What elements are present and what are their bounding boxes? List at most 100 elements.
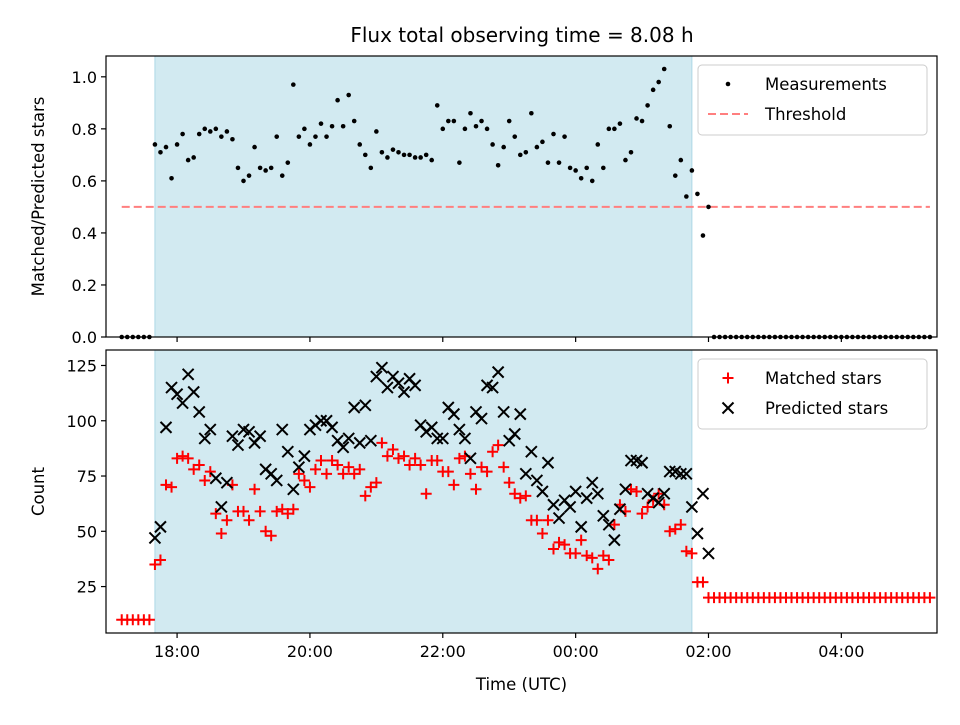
predicted-point bbox=[453, 423, 466, 436]
measurement-point bbox=[423, 152, 429, 158]
matched-point bbox=[481, 466, 493, 478]
observing-span bbox=[154, 349, 693, 634]
measurement-point bbox=[684, 194, 689, 199]
predicted-point bbox=[580, 491, 593, 505]
matched-point bbox=[260, 525, 272, 537]
matched-point bbox=[420, 488, 432, 500]
matched-point bbox=[592, 563, 604, 575]
measurement-point bbox=[429, 157, 435, 163]
measurement-point bbox=[219, 134, 224, 139]
matched-point bbox=[188, 463, 200, 475]
x-tick-label: 04:00 bbox=[818, 642, 864, 661]
legend-box bbox=[697, 358, 928, 430]
matched-point bbox=[470, 483, 482, 495]
measurement-point bbox=[650, 87, 656, 93]
axes-frame bbox=[105, 55, 938, 338]
measurement-point bbox=[285, 160, 291, 165]
matched-point bbox=[254, 505, 266, 517]
measurement-point bbox=[656, 79, 661, 85]
x-tick-label: 00:00 bbox=[553, 642, 599, 661]
measurement-point bbox=[562, 134, 567, 139]
matched-point bbox=[448, 479, 460, 491]
y-tick-label: 125 bbox=[66, 356, 97, 375]
observing-span bbox=[154, 55, 693, 338]
predicted-point bbox=[348, 401, 361, 414]
matched-point bbox=[199, 474, 211, 486]
measurement-point bbox=[589, 178, 595, 184]
matched-point bbox=[442, 466, 454, 478]
measurement-point bbox=[335, 97, 340, 103]
matched-point bbox=[404, 459, 416, 471]
matched-point bbox=[431, 455, 443, 467]
predicted-point bbox=[325, 421, 339, 434]
measurement-point bbox=[523, 149, 529, 155]
measurement-point bbox=[639, 118, 645, 124]
measurement-point bbox=[152, 142, 158, 147]
measurement-point bbox=[418, 155, 423, 160]
matched-point bbox=[359, 490, 371, 502]
matched-point bbox=[393, 452, 404, 464]
measurement-point bbox=[584, 165, 590, 171]
matched-point bbox=[154, 554, 166, 566]
legend-handle bbox=[722, 372, 734, 384]
matched-point bbox=[570, 547, 582, 559]
measurement-point bbox=[672, 173, 678, 178]
measurement-point bbox=[667, 123, 673, 129]
matched-point bbox=[309, 463, 321, 475]
measurement-point bbox=[279, 173, 285, 178]
measurement-point bbox=[230, 136, 235, 142]
predicted-point bbox=[464, 452, 477, 465]
measurement-point bbox=[196, 131, 202, 137]
matched-point bbox=[326, 455, 338, 467]
measurement-point bbox=[158, 149, 163, 155]
matched-point bbox=[520, 490, 532, 502]
measurement-point bbox=[396, 149, 401, 155]
matched-point bbox=[514, 492, 526, 504]
predicted-point bbox=[353, 436, 366, 450]
matched-point bbox=[453, 452, 465, 464]
matched-point bbox=[464, 468, 476, 480]
matched-point bbox=[625, 483, 637, 495]
predicted-point bbox=[242, 425, 256, 439]
predicted-point bbox=[608, 533, 621, 547]
predicted-point bbox=[298, 449, 311, 463]
y-tick-label: 0.8 bbox=[72, 120, 97, 139]
matched-point bbox=[542, 514, 554, 526]
predicted-point bbox=[691, 527, 704, 540]
series-predicted-stars bbox=[148, 361, 715, 560]
predicted-point bbox=[187, 385, 200, 399]
measurement-point bbox=[340, 123, 346, 129]
matched-point bbox=[265, 530, 277, 542]
measurement-point bbox=[634, 116, 639, 121]
matched-point bbox=[669, 523, 681, 535]
predicted-point bbox=[536, 485, 549, 498]
matched-point bbox=[492, 439, 504, 451]
matched-point bbox=[597, 550, 609, 562]
y-axis-label: Count bbox=[29, 466, 48, 516]
predicted-point bbox=[431, 432, 444, 445]
predicted-point bbox=[170, 388, 184, 401]
legend-handle bbox=[721, 401, 735, 415]
measurement-point bbox=[302, 126, 307, 132]
matched-point bbox=[149, 558, 161, 570]
legend-label: Threshold bbox=[764, 105, 846, 124]
predicted-point bbox=[198, 432, 211, 445]
panel-1: 0.0 0.2 0.4 0.6 0.8 1.0 Matched/Predicted star… bbox=[29, 55, 938, 347]
matched-point bbox=[547, 543, 559, 555]
measurement-point bbox=[401, 152, 407, 158]
y-tick-label: 0.0 bbox=[72, 328, 97, 347]
predicted-point bbox=[154, 520, 167, 534]
x-tick-label: 22:00 bbox=[420, 642, 466, 661]
measurement-point bbox=[180, 131, 185, 137]
predicted-point bbox=[619, 483, 632, 496]
predicted-point bbox=[674, 467, 688, 481]
matched-point bbox=[398, 450, 410, 462]
predicted-point bbox=[702, 547, 715, 560]
predicted-point bbox=[342, 432, 355, 445]
predicted-point bbox=[408, 379, 422, 392]
matched-point bbox=[603, 554, 615, 566]
y-tick-label: 50 bbox=[77, 522, 97, 541]
panel-2: 18:00 20:00 22:00 00:00 02:00 04:00 25 50 75 100 1… bbox=[29, 349, 938, 694]
matched-point bbox=[553, 536, 565, 548]
measurement-point bbox=[357, 142, 363, 147]
